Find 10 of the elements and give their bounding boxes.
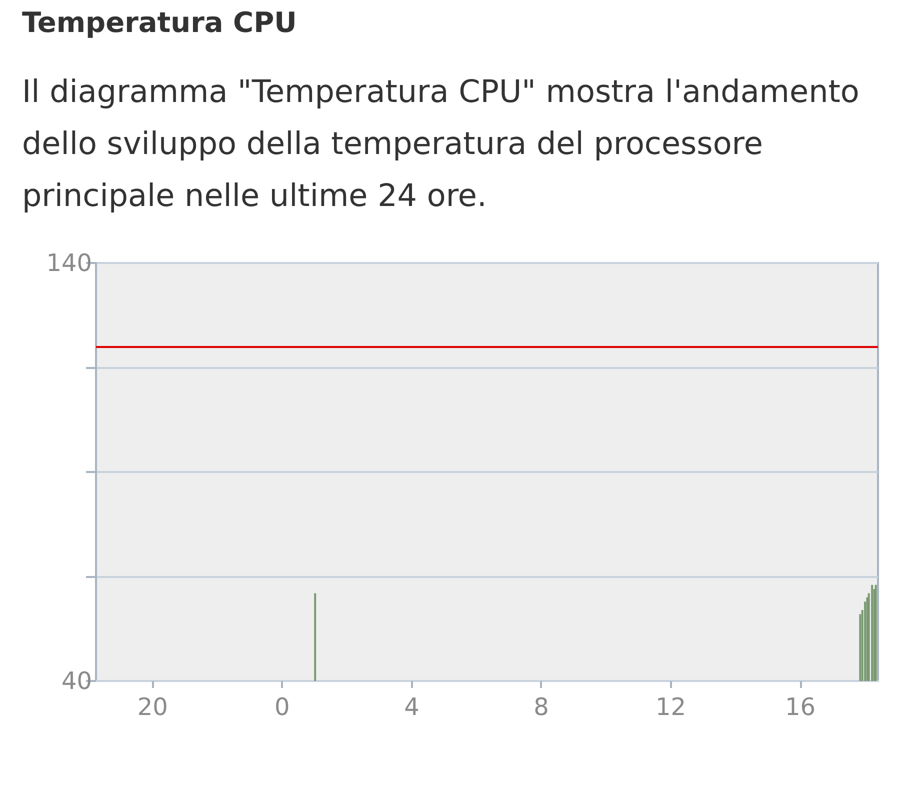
x-tick-label: 8	[534, 693, 549, 721]
y-tick-label: 140	[46, 249, 92, 277]
x-tick-label: 20	[137, 693, 168, 721]
x-tick-label: 12	[655, 693, 686, 721]
y-tick-label: 40	[61, 667, 92, 695]
x-tick-label: 16	[785, 693, 816, 721]
chart-title: Temperatura CPU	[22, 6, 298, 39]
x-tick-label: 0	[274, 693, 290, 721]
chart-subtitle: Il diagramma "Temperatura CPU" mostra l'andamento dello sviluppo della temperatura del processore principale nelle ultime 24 ore.	[22, 73, 860, 216]
x-tick-label: 4	[404, 693, 420, 721]
